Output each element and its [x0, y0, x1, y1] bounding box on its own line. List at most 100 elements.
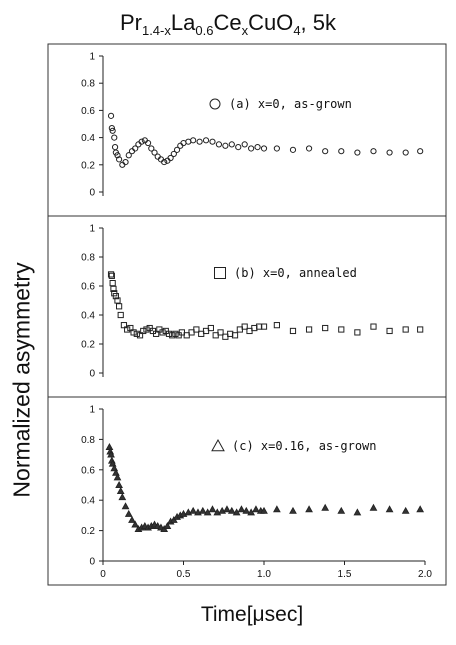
data-point-square: [338, 326, 345, 333]
data-point-circle: [222, 142, 229, 149]
y-tick-label-c: 0.2: [81, 526, 95, 537]
data-point-square: [140, 327, 147, 335]
data-point-square: [402, 326, 409, 333]
data-point-circle: [111, 144, 119, 151]
data-point-triangle: [124, 509, 133, 517]
plot-frame: [47, 43, 447, 586]
x-tick-label: 0.5: [177, 569, 191, 580]
data-point-square: [273, 322, 280, 329]
data-point-square: [260, 323, 268, 330]
data-point-circle: [161, 158, 168, 166]
title-ce: Ce: [213, 10, 242, 35]
data-point-circle: [148, 145, 155, 152]
y-tick-label-a: 0.4: [81, 133, 95, 144]
data-point-circle: [417, 148, 424, 155]
y-tick-label-b: 0: [89, 369, 95, 380]
data-point-circle: [196, 138, 203, 145]
data-point-square: [108, 272, 115, 279]
data-point-square: [153, 330, 160, 337]
data-point-triangle: [337, 506, 346, 514]
data-point-triangle: [260, 506, 268, 514]
y-tick-label-a: 0.8: [81, 79, 95, 90]
data-point-triangle: [107, 450, 115, 458]
data-point-circle: [109, 127, 116, 134]
data-point-triangle: [237, 505, 246, 513]
data-point-triangle: [131, 520, 140, 528]
y-tick-label-b: 1: [89, 224, 95, 235]
data-point-triangle: [273, 505, 281, 513]
data-point-square: [241, 323, 248, 330]
data-point-circle: [125, 152, 132, 159]
y-tick-label-c: 0: [89, 557, 95, 568]
data-point-circle: [402, 149, 409, 156]
y-tick-label-c: 0.8: [81, 435, 95, 446]
series-label-c: (c) x=0.16, as-grown: [232, 439, 377, 453]
data-point-circle: [248, 145, 255, 152]
data-point-triangle: [242, 506, 251, 514]
series-label-a: (a) x=0, as-grown: [229, 97, 352, 111]
title-cuo: CuO: [248, 10, 294, 35]
data-point-square: [159, 329, 166, 336]
data-point-circle: [322, 148, 329, 155]
data-point-circle: [289, 146, 297, 153]
data-point-square: [127, 324, 134, 332]
y-tick-label-a: 0.2: [81, 160, 95, 171]
data-point-circle: [107, 112, 115, 119]
data-point-square: [386, 327, 393, 335]
data-point-circle: [190, 137, 197, 144]
data-point-square: [207, 324, 214, 332]
data-point-triangle: [416, 505, 425, 513]
data-point-circle: [386, 149, 393, 156]
x-tick-label: 2.0: [418, 569, 432, 580]
data-point-circle: [241, 141, 248, 148]
x-axis-label: Time[μsec]: [200, 603, 304, 626]
y-tick-label-c: 0.4: [81, 496, 95, 507]
data-point-circle: [273, 145, 280, 152]
data-point-square: [130, 329, 137, 336]
data-point-square: [289, 327, 297, 335]
x-tick-label: 1.0: [257, 569, 271, 580]
data-point-triangle: [113, 473, 122, 481]
title-sub-la: 0.6: [195, 23, 214, 38]
data-point-triangle: [163, 522, 172, 529]
data-point-square: [133, 330, 140, 337]
data-point-circle: [338, 148, 345, 155]
data-point-circle: [167, 154, 174, 162]
data-point-circle: [151, 149, 158, 156]
data-point-square: [370, 323, 377, 330]
data-point-circle: [370, 148, 377, 155]
data-point-circle: [138, 138, 145, 145]
data-point-square: [112, 293, 119, 300]
data-point-square: [124, 326, 131, 333]
y-tick-label-b: 0.6: [81, 282, 95, 293]
y-tick-label-a: 0.6: [81, 106, 95, 117]
title-temperature: , 5k: [300, 10, 337, 35]
data-point-square: [217, 329, 224, 336]
data-point-square: [143, 326, 150, 333]
data-point-square: [165, 330, 173, 337]
data-point-square: [107, 271, 115, 278]
title-la: La: [170, 10, 196, 35]
data-point-square: [114, 297, 121, 304]
data-point-circle: [170, 150, 177, 158]
data-point-triangle: [401, 506, 410, 514]
data-point-triangle: [198, 506, 207, 514]
x-tick-label: 0: [100, 569, 106, 580]
data-point-square: [136, 332, 144, 339]
data-point-circle: [260, 145, 268, 152]
data-point-square: [116, 303, 123, 310]
data-point-square: [109, 280, 116, 287]
data-point-circle: [228, 141, 235, 148]
data-point-square: [305, 326, 313, 333]
data-point-square: [120, 322, 128, 329]
data-point-triangle: [289, 506, 297, 514]
title-sub-pr: 1.4-x: [141, 23, 171, 38]
data-point-square: [172, 330, 179, 337]
data-point-circle: [202, 137, 210, 144]
legend-marker-triangle: [211, 438, 225, 452]
data-point-circle: [209, 138, 216, 145]
chart-title: Pr1.4-xLa0.6CexCuO4, 5k: [0, 8, 456, 38]
data-point-triangle: [369, 503, 378, 511]
data-point-triangle: [208, 505, 217, 513]
